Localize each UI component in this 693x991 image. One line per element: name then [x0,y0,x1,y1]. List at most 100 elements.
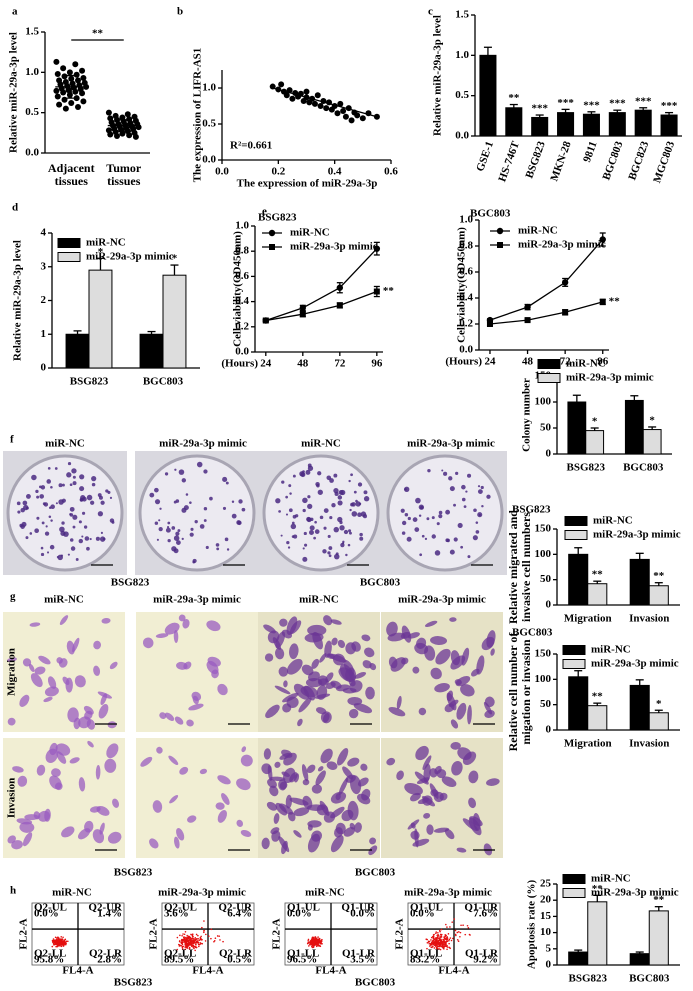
marker [561,279,569,286]
colony [431,534,436,539]
event [182,933,184,935]
cell [217,810,227,823]
colony [69,483,73,487]
colony [190,527,194,531]
y-tick-label: 25 [540,878,552,890]
bar [629,558,650,606]
colony [189,501,192,504]
point [337,100,344,107]
colony [407,516,411,521]
cell [314,693,331,699]
colony [167,539,171,543]
cell [331,637,338,646]
event [432,936,435,939]
significance: * [649,414,655,426]
colony [149,492,155,498]
colony [419,553,423,557]
colony [91,482,96,487]
group-label: BGC803 [355,977,396,989]
event [308,945,310,947]
event [433,933,435,936]
y-tick-label: 100 [535,673,552,685]
event [435,932,437,935]
cell [38,655,51,665]
legend-swatch [57,252,81,262]
event [207,935,210,937]
colony [314,529,320,534]
colony [192,558,197,563]
cell [58,658,68,668]
event [450,939,453,942]
cell [61,826,75,838]
colony [216,547,220,551]
event [56,937,58,939]
dot [72,61,79,68]
colony [486,494,491,499]
event [426,942,429,944]
event [181,945,184,948]
cell [444,828,455,840]
dot [54,93,61,100]
event [51,939,54,942]
colony [418,514,422,517]
event [181,938,183,941]
event [444,938,447,940]
panel-letter: h [10,885,16,897]
event [193,940,196,943]
point [278,81,285,88]
event [438,945,441,948]
cell [306,764,316,774]
colony [177,529,181,532]
x-tick-label-box: Tumor tissues [106,162,141,187]
cell [308,671,320,682]
quadrant-name: Q2-UL [34,902,67,914]
cell [263,624,276,634]
cell [112,798,120,808]
colony [438,514,443,519]
group-label: BGC803 [360,577,401,589]
colony [70,546,76,551]
y-tick-label: 0.0 [202,154,216,166]
event [176,936,179,939]
event [436,942,439,945]
colony [345,553,348,557]
colony [49,544,55,550]
row-label: Migration [6,648,18,696]
colony [181,478,187,483]
y-tick-label: 1.0 [202,82,216,94]
column-label: miR-29a-3p mimic [158,887,246,899]
marker [599,298,606,305]
event [433,947,436,949]
y-tick-label: 0.0 [459,344,473,356]
cell [416,777,430,784]
event [316,939,319,941]
colony [67,553,70,556]
cell [450,719,459,729]
quadrant-value: 0.5% [227,954,252,966]
colony [44,531,50,536]
cell [320,711,332,724]
bar [531,116,549,137]
quadrant-name: Q2-UR [88,902,123,914]
legend-swatch [57,238,81,248]
marker [497,242,503,248]
cell [33,811,41,820]
colony [362,514,368,519]
colony [333,526,340,533]
cell [283,680,288,688]
y-tick-label: 0 [546,724,552,736]
cell [486,630,496,648]
cell [49,742,58,756]
cell [51,768,61,777]
y-tick-label: 5 [546,942,552,954]
event [188,935,191,938]
dot [80,74,87,81]
event [183,937,185,940]
colony [400,508,405,513]
colony [461,484,466,490]
colony [72,481,77,486]
cell [319,653,327,663]
marker [299,304,307,312]
x-tick-label: BGC803 [623,462,664,474]
event [197,934,199,937]
